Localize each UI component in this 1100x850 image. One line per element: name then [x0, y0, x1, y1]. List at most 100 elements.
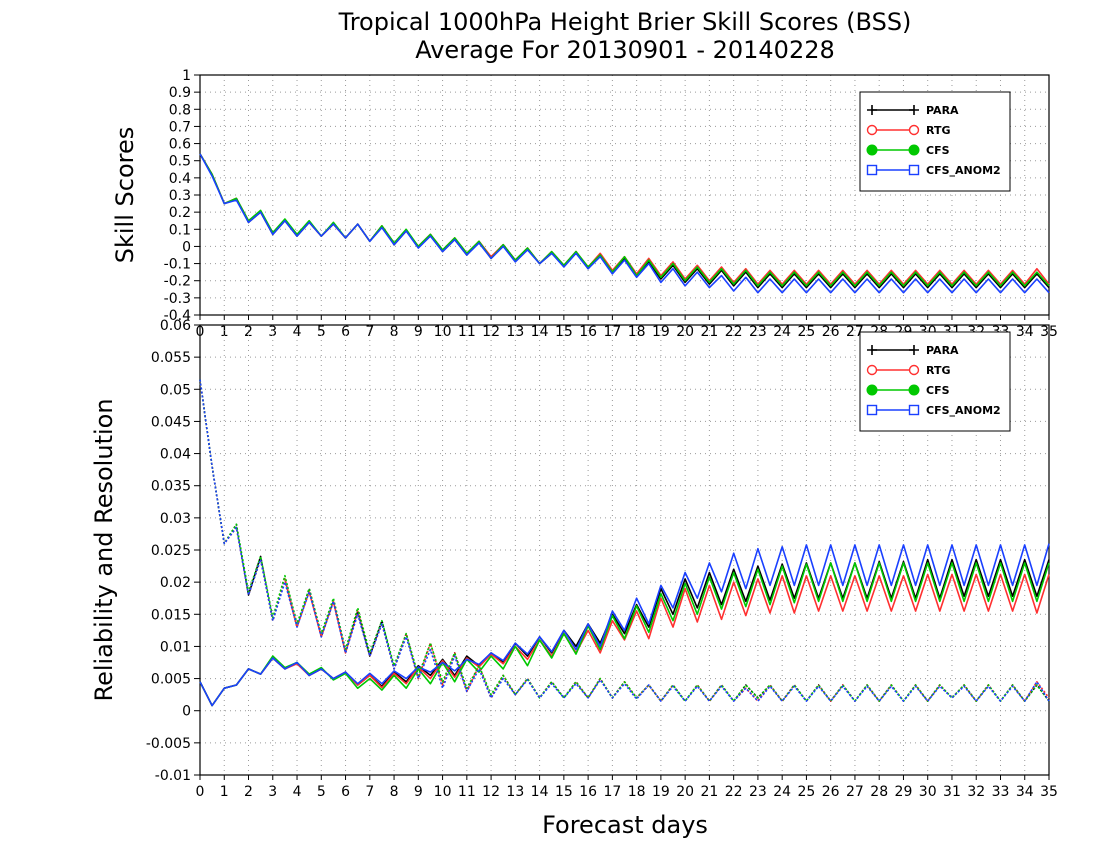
y-tick-label: -0.01	[155, 768, 191, 784]
legend-marker-open-square	[908, 404, 920, 416]
y-tick-label: -0.4	[164, 308, 191, 324]
x-tick-label: 31	[943, 784, 961, 800]
series-line-cfs-anom2-resolution	[199, 543, 1050, 707]
legend-box	[859, 331, 1011, 432]
x-tick-label: 3	[268, 784, 277, 800]
y-tick-label: -0.3	[164, 291, 191, 307]
legend-marker-plus	[909, 345, 919, 355]
x-tick-label: 22	[725, 324, 743, 340]
y-tick-label: 0.03	[160, 511, 191, 527]
legend-label-rtg: RTG	[926, 124, 951, 137]
y-tick-label: 0.01	[160, 639, 191, 655]
legend-marker-filled-circle	[908, 384, 920, 396]
legend-marker-open-circle	[866, 364, 878, 376]
x-tick-label: 34	[1016, 324, 1034, 340]
y-tick-label: -0.2	[164, 274, 191, 290]
x-tick-label: 1	[220, 784, 229, 800]
y-tick-label: 0.04	[160, 447, 191, 463]
legend: PARA RTG CFS CFS_ANOM2	[859, 91, 1011, 192]
x-tick-label: 17	[603, 784, 621, 800]
x-tick-label: 26	[822, 784, 840, 800]
x-tick-label: 10	[434, 784, 452, 800]
y-tick-label: 0.035	[151, 479, 191, 495]
legend-label-cfs-anom2: CFS_ANOM2	[926, 404, 1001, 417]
y-tick-label: 1	[182, 68, 191, 84]
legend-box	[859, 91, 1011, 192]
x-axis-label: Forecast days	[542, 811, 708, 839]
legend-marker-filled-circle	[908, 144, 920, 156]
legend-marker-open-circle	[908, 124, 920, 136]
legend-label-para: PARA	[926, 104, 959, 117]
x-tick-label: 33	[992, 784, 1010, 800]
x-tick-label: 26	[822, 324, 840, 340]
x-tick-label: 7	[365, 784, 374, 800]
chart-title-line2: Average For 20130901 - 20140228	[415, 36, 835, 64]
x-tick-label: 34	[1016, 784, 1034, 800]
legend-marker-plus	[909, 105, 919, 115]
x-tick-label: 16	[579, 784, 597, 800]
x-tick-label: 5	[317, 324, 326, 340]
y-tick-label: 0.015	[151, 607, 191, 623]
x-tick-label: 8	[390, 324, 399, 340]
y-tick-label: 0.1	[169, 222, 191, 238]
y-tick-label: 0.9	[169, 85, 191, 101]
reliability-resolution-panel: 0.060.0550.050.0450.040.0350.030.0250.02…	[90, 318, 1058, 800]
legend-label-cfs: CFS	[926, 384, 950, 397]
series-line-cfs-anom2	[199, 153, 1050, 294]
x-tick-label: 30	[919, 784, 937, 800]
y-tick-label: 0.7	[169, 119, 191, 135]
x-tick-label: 18	[628, 784, 646, 800]
x-tick-label: 23	[749, 324, 767, 340]
series-line-cfs-resolution	[199, 562, 1050, 707]
x-tick-label: 12	[482, 324, 500, 340]
legend-marker-open-square	[866, 404, 878, 416]
x-tick-label: 25	[798, 784, 816, 800]
x-tick-label: 28	[870, 784, 888, 800]
legend-marker-plus	[867, 345, 877, 355]
x-tick-label: 6	[341, 324, 350, 340]
y-tick-label: 0.6	[169, 137, 191, 153]
y-tick-label: 0.055	[151, 350, 191, 366]
x-tick-label: 11	[458, 784, 476, 800]
y-tick-label: 0.025	[151, 543, 191, 559]
series-line-rtg-resolution	[199, 573, 1050, 707]
y-tick-label: -0.1	[164, 257, 191, 273]
chart-title-line1: Tropical 1000hPa Height Brier Skill Scor…	[338, 8, 912, 36]
x-tick-label: 14	[531, 784, 549, 800]
x-tick-label: 16	[579, 324, 597, 340]
x-tick-label: 7	[365, 324, 374, 340]
y-tick-label: -0.005	[146, 736, 191, 752]
x-tick-label: 27	[846, 784, 864, 800]
y-tick-label: 0.3	[169, 188, 191, 204]
legend-label-rtg: RTG	[926, 364, 951, 377]
legend-marker-open-square	[908, 164, 920, 176]
legend-marker-filled-circle	[866, 144, 878, 156]
x-tick-label: 2	[244, 324, 253, 340]
x-tick-label: 25	[798, 324, 816, 340]
x-tick-label: 9	[414, 784, 423, 800]
skill-scores-panel: 10.90.80.70.60.50.40.30.20.10-0.1-0.2-0.…	[111, 68, 1058, 340]
legend-marker-plus	[867, 105, 877, 115]
x-tick-label: 4	[293, 324, 302, 340]
y-tick-label: 0.4	[169, 171, 191, 187]
series-line-cfs-reliability	[199, 379, 1050, 702]
x-tick-label: 21	[700, 324, 718, 340]
x-tick-label: 5	[317, 784, 326, 800]
legend-marker-open-circle	[908, 364, 920, 376]
x-tick-label: 4	[293, 784, 302, 800]
x-tick-label: 3	[268, 324, 277, 340]
y-tick-label: 0.05	[160, 382, 191, 398]
y-tick-label: 0.045	[151, 414, 191, 430]
legend-marker-open-circle	[866, 124, 878, 136]
x-tick-label: 29	[895, 784, 913, 800]
x-tick-label: 11	[458, 324, 476, 340]
y-axis-label: Reliability and Resolution	[90, 398, 118, 701]
x-tick-label: 6	[341, 784, 350, 800]
x-tick-label: 9	[414, 324, 423, 340]
x-tick-label: 32	[967, 784, 985, 800]
legend-marker-filled-circle	[866, 384, 878, 396]
x-tick-label: 13	[506, 324, 524, 340]
y-tick-label: 0.5	[169, 154, 191, 170]
x-tick-label: 2	[244, 784, 253, 800]
